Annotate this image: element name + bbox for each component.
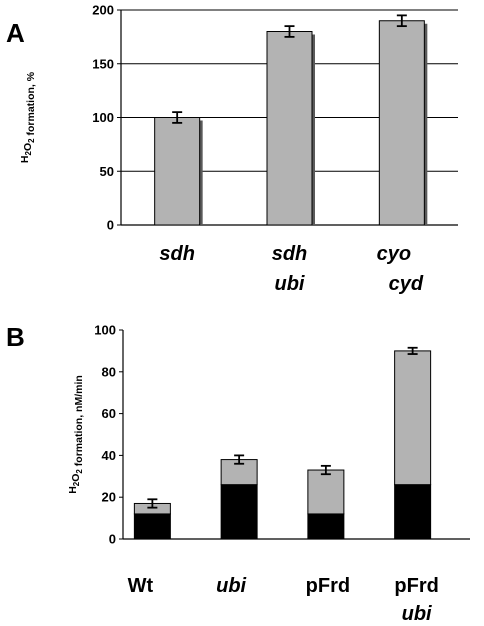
panel-a-category-label: cyd [389,273,424,295]
panel-a-y-tick-label: 100 [92,110,114,125]
panel-b-bar-segment [133,513,171,540]
panel-b-bar-segment [307,469,345,515]
panel-b-bar-segment [394,484,432,540]
panel-b-category-label: pFrd [306,575,350,597]
panel-b-category-label: Wt [128,575,154,597]
panel-b-bar-segment [307,513,345,540]
panel-a-y-tick-label: 200 [92,3,114,18]
panel-b-category-label: ubi [402,603,432,625]
panel-b-bar-segment [394,350,432,486]
panel-a-category-label: sdh [272,243,308,265]
panel-b-y-tick-label: 60 [102,406,116,421]
panel-a-category-label: ubi [275,273,305,295]
panel-b-category-label: ubi [216,575,246,597]
panel-b-y-tick-label: 0 [109,532,116,547]
panel-a-y-tick-label: 0 [107,218,114,233]
panel-a: A 0 50 100 150 200 H2O2 formation, % sdh sdh ubi… [6,3,458,295]
panel-a-y-tick-label: 150 [92,56,114,71]
panel-b-category-label: pFrd [394,575,438,597]
panel-a-letter: A [6,18,25,48]
panel-b-y-tick-label: 20 [102,490,116,505]
panel-a-bar [378,20,425,226]
panel-b: B 0 20 40 60 80 100 H2O2 formation, nM/min Wt ub… [6,322,470,625]
panel-b-letter: B [6,322,25,352]
panel-b-bar-segment [220,484,258,540]
panel-a-category-label: sdh [159,243,195,265]
panel-b-y-tick-label: 100 [94,323,116,338]
panel-a-category-label: cyo [377,243,411,265]
panel-a-bar [154,117,201,226]
panel-b-y-tick-label: 80 [102,364,116,379]
panel-a-bar [266,31,313,226]
panel-a-y-axis-label: H2O2 formation, % [19,71,37,163]
panel-b-y-axis-label: H2O2 formation, nM/min [67,375,85,494]
panel-b-y-tick-label: 40 [102,448,116,463]
panel-a-y-tick-label: 50 [100,164,114,179]
